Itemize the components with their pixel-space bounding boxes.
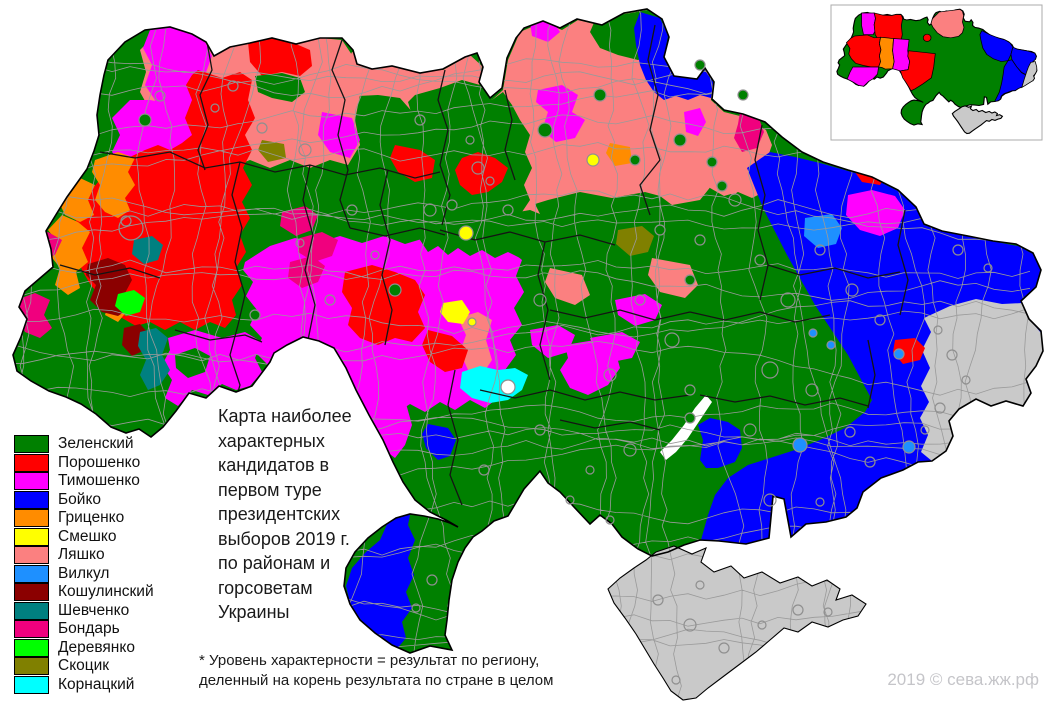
legend-swatch — [14, 453, 49, 472]
legend-swatch — [14, 435, 49, 454]
legend-swatch — [14, 509, 49, 528]
legend-label: Бойко — [58, 490, 102, 508]
legend-label: Зеленский — [58, 435, 134, 453]
title-line: Украины — [218, 602, 290, 622]
legend-label: Тимошенко — [58, 472, 140, 490]
title-line: президентских — [218, 504, 341, 524]
legend-item-bondar: Бондарь — [14, 620, 154, 639]
legend-item-skotsyk: Скоцик — [14, 657, 154, 676]
legend-item-boyko: Бойко — [14, 490, 154, 510]
legend: Зеленский Порошенко Тимошенко Бойко Гриц… — [14, 435, 154, 694]
title-line: кандидатов в — [218, 455, 330, 475]
legend-item-poroshenko: Порошенко — [14, 453, 154, 473]
footnote-line: деленный на корень результата по стране … — [199, 671, 554, 689]
legend-swatch — [14, 638, 49, 657]
legend-swatch — [14, 527, 49, 546]
map-footnote: * Уровень характерности = результат по р… — [199, 651, 553, 690]
title-line: по районам и — [218, 553, 331, 573]
legend-label: Скоцик — [58, 657, 110, 675]
legend-label: Корнацкий — [58, 675, 135, 693]
legend-swatch — [14, 601, 49, 620]
legend-label: Порошенко — [58, 453, 141, 471]
legend-item-kornatsky: Корнацкий — [14, 675, 154, 695]
title-line: выборов 2019 г. — [218, 528, 350, 549]
legend-item-vilkul: Вилкул — [14, 564, 154, 584]
legend-label: Шевченко — [58, 601, 130, 619]
legend-item-smeshko: Смешко — [14, 527, 154, 547]
title-line: характерных — [218, 430, 325, 451]
legend-item-grytsenko: Гриценко — [14, 509, 154, 528]
map-title: Карта наиболее характерных кандидатов в … — [218, 404, 352, 625]
legend-swatch — [14, 675, 49, 694]
legend-item-koshulynsky: Кошулинский — [14, 583, 154, 602]
legend-swatch — [14, 490, 49, 509]
legend-label: Деревянко — [58, 638, 135, 656]
legend-label: Гриценко — [58, 509, 125, 527]
legend-label: Ляшко — [58, 546, 105, 564]
legend-swatch — [14, 546, 49, 565]
title-line: Карта наиболее — [218, 406, 352, 426]
legend-label: Бондарь — [58, 620, 120, 638]
legend-swatch — [14, 472, 49, 491]
title-line: горсоветам — [218, 577, 313, 598]
legend-item-tymoshenko: Тимошенко — [14, 472, 154, 491]
legend-swatch — [14, 564, 49, 583]
legend-item-lyashko: Ляшко — [14, 546, 154, 565]
legend-item-shevchenko: Шевченко — [14, 601, 154, 621]
legend-swatch — [14, 620, 49, 639]
legend-label: Кошулинский — [58, 583, 154, 601]
legend-label: Вилкул — [58, 564, 110, 582]
legend-item-derevyanko: Деревянко — [14, 638, 154, 658]
overview-inset-map — [830, 4, 1043, 141]
title-line: первом туре — [218, 479, 322, 500]
footnote-line: * Уровень характерности = результат по р… — [199, 652, 540, 669]
legend-label: Смешко — [58, 527, 117, 545]
legend-item-zelensky: Зеленский — [14, 435, 154, 454]
legend-swatch — [14, 657, 49, 676]
watermark: 2019 © сева.жж.рф — [887, 670, 1039, 689]
legend-swatch — [14, 583, 49, 602]
